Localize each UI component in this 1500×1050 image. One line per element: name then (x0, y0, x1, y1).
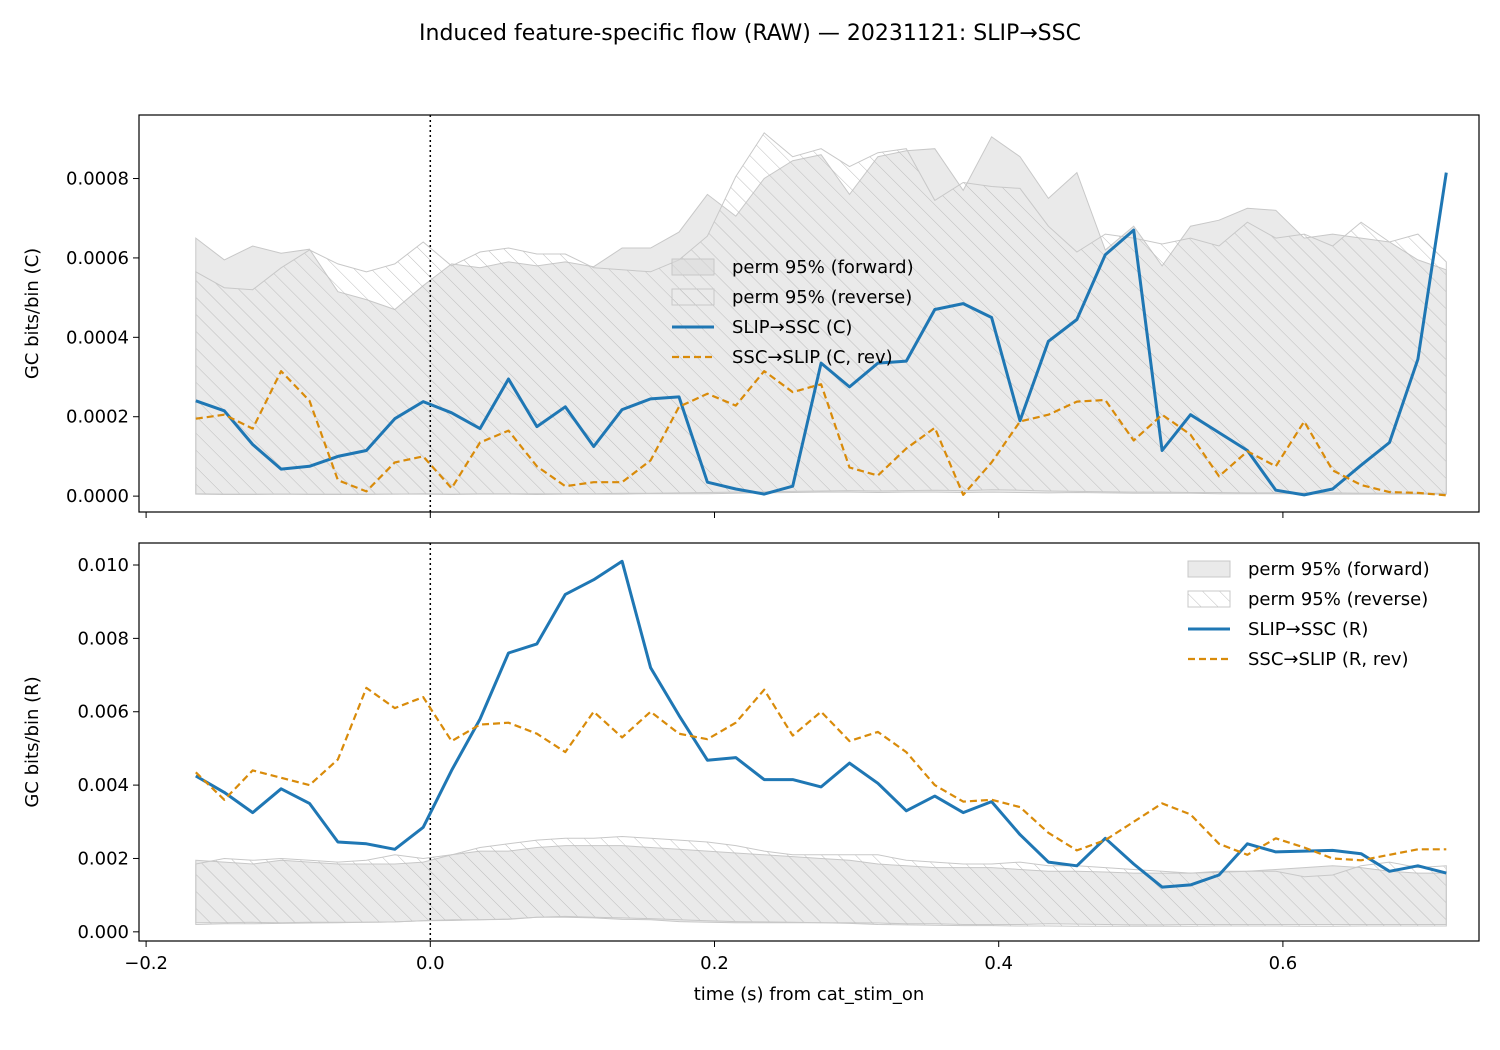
series-line-reverse (195, 370, 1447, 497)
y-axis-label: GC bits/bin (R) (22, 676, 43, 807)
series-line-forward (195, 559, 1447, 889)
legend-label: SSC→SLIP (C, rev) (732, 347, 893, 368)
legend: perm 95% (forward) perm 95% (reverse) SLIP… (1187, 559, 1430, 670)
series-line-forward (195, 172, 1448, 497)
plot-area (195, 543, 1447, 941)
legend: perm 95% (forward) perm 95% (reverse) SLIP… (671, 257, 914, 368)
legend-swatch-forward-band (671, 258, 715, 276)
y-tick-label: 0.0006 (66, 248, 129, 269)
axes-frame (138, 542, 1480, 942)
x-tick-label: 0.2 (700, 953, 729, 974)
plot-area (195, 115, 1448, 512)
chart-title: Induced feature-specific flow (RAW) — 20… (419, 21, 1081, 46)
legend-label: perm 95% (forward) (732, 257, 914, 278)
x-tick-label: −0.2 (124, 953, 168, 974)
legend-label: perm 95% (reverse) (1248, 589, 1428, 610)
legend-label: perm 95% (reverse) (732, 287, 912, 308)
y-tick-label: 0.0002 (66, 407, 129, 428)
x-tick-label: 0.0 (416, 953, 445, 974)
y-tick-label: 0.004 (77, 775, 129, 796)
legend-swatch-reverse-band (671, 288, 715, 306)
y-tick-label: 0.000 (77, 922, 129, 943)
panel-bottom: −0.2 0.0 0.2 0.4 0.6 0.000 0.002 0.004 0.006 0.00… (22, 542, 1480, 1005)
legend-swatch-reverse-band (1187, 590, 1231, 608)
y-axis-label: GC bits/bin (C) (22, 248, 43, 379)
y-tick-label: 0.010 (77, 555, 129, 576)
x-tick-label: 0.4 (984, 953, 1013, 974)
y-tick-label: 0.006 (77, 702, 129, 723)
legend-label: SLIP→SSC (C) (732, 317, 852, 338)
band-reverse (195, 835, 1447, 927)
panel-top: 0.0000 0.0002 0.0004 0.0006 0.0008 GC bits/bi… (22, 114, 1480, 518)
legend-label: SLIP→SSC (R) (1248, 619, 1368, 640)
y-tick-label: 0.0008 (66, 169, 129, 190)
y-tick-label: 0.0000 (66, 486, 129, 507)
legend-label: SSC→SLIP (R, rev) (1248, 649, 1409, 670)
series-line-reverse (195, 686, 1447, 862)
axes-frame (138, 114, 1480, 513)
x-axis-label: time (s) from cat_stim_on (694, 984, 925, 1005)
legend-label: perm 95% (forward) (1248, 559, 1430, 580)
legend-swatch-forward-band (1187, 560, 1231, 578)
band-reverse (195, 132, 1447, 495)
y-tick-label: 0.002 (77, 848, 129, 869)
y-tick-label: 0.008 (77, 628, 129, 649)
y-tick-label: 0.0004 (66, 327, 129, 348)
x-tick-label: 0.6 (1269, 953, 1298, 974)
